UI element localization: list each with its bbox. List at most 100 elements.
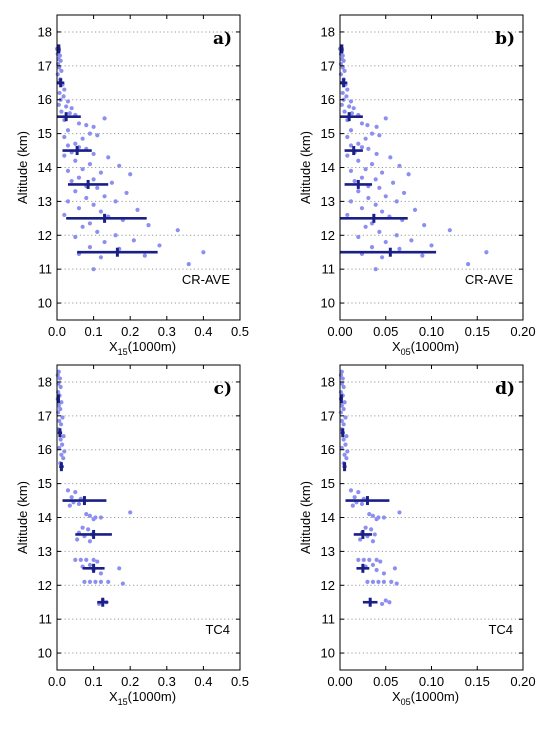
x-axis-label: X15(1000m) [109,339,176,357]
data-point [58,406,63,412]
data-point [59,400,64,405]
data-point [349,111,354,116]
data-point [372,532,377,537]
data-point [84,123,89,128]
data-point [62,153,67,158]
data-point [98,579,104,584]
chart-panel-b: 0.00 0.05 0.10 0.15 0.20 10 11 12 13 14 15 16 17 18 Al… [298,14,536,357]
data-point [356,557,361,562]
ytick-label: 16 [38,92,52,107]
data-point [374,557,379,562]
data-point [62,212,67,218]
data-point [348,99,354,104]
data-point [91,267,96,272]
data-point [348,128,354,133]
data-point [61,456,66,461]
panel-label: d) [495,379,515,399]
data-point [57,53,63,58]
ytick-label: 16 [321,442,335,457]
data-point [348,168,354,173]
data-point [87,513,93,518]
y-axis-label: Altitude (km) [15,481,30,554]
data-point [339,369,344,374]
ytick-label: 15 [321,126,335,141]
data-point [392,566,397,571]
panel-label: a) [213,29,232,49]
data-point [374,567,379,573]
xtick-label: 0.15 [465,324,490,339]
data-point [379,209,385,214]
data-point [87,562,93,568]
ytick-label: 18 [38,24,52,39]
data-point [379,601,385,607]
data-point [69,495,74,500]
data-point [102,116,107,121]
xtick-label: 0.05 [373,324,398,339]
data-point [120,581,125,586]
data-point [102,194,107,199]
data-point [345,87,350,92]
data-point [394,199,399,204]
data-point [55,72,60,77]
data-point [58,58,63,63]
data-point [135,207,140,212]
data-point [57,418,62,424]
data-point [369,162,375,167]
data-point [367,557,372,562]
data-point [378,559,383,564]
data-point [383,239,388,245]
data-point [131,238,136,243]
data-point [58,437,63,442]
ytick-label: 12 [38,578,52,593]
xtick-label: 0.3 [158,324,176,339]
data-point [124,190,129,196]
data-point [370,513,376,518]
xtick-label: 0.05 [373,674,398,689]
data-point [78,557,83,562]
data-point [373,202,378,207]
ytick-label: 14 [321,510,335,525]
data-point [374,124,379,129]
data-point [348,488,354,493]
data-point [76,501,82,507]
data-point [98,255,104,260]
data-point [87,221,93,226]
data-point [359,145,365,150]
xtick-label: 0.4 [194,324,212,339]
data-point [352,495,357,500]
data-point [338,410,344,415]
data-point [363,136,368,141]
data-point [356,141,361,146]
data-point [369,245,375,250]
data-point [339,445,344,451]
data-point [348,199,354,204]
data-point [91,124,96,129]
data-point [342,400,347,405]
data-point [373,267,378,272]
data-point [351,106,356,111]
data-point [394,233,399,238]
xtick-label: 0.20 [510,324,535,339]
data-point [62,449,67,454]
data-point [157,243,162,248]
data-point [56,403,61,408]
xtick-label: 0.5 [231,674,249,689]
ytick-label: 17 [321,408,335,423]
chart-panel-d: 0.00 0.05 0.10 0.15 0.20 10 11 12 13 14 15 16 17 18 Al… [298,364,536,707]
data-point [388,155,393,160]
data-point [201,250,206,255]
data-point [374,517,379,522]
ytick-label: 18 [321,374,335,389]
data-point [370,562,376,568]
data-point [339,102,344,107]
xtick-label: 0.10 [419,324,444,339]
y-axis-label: Altitude (km) [298,131,313,204]
data-point [370,539,376,544]
data-point [84,195,89,201]
data-point [98,571,104,576]
ytick-label: 13 [321,194,335,209]
data-point [350,503,355,508]
data-point [401,190,407,196]
xtick-label: 0.3 [158,674,176,689]
